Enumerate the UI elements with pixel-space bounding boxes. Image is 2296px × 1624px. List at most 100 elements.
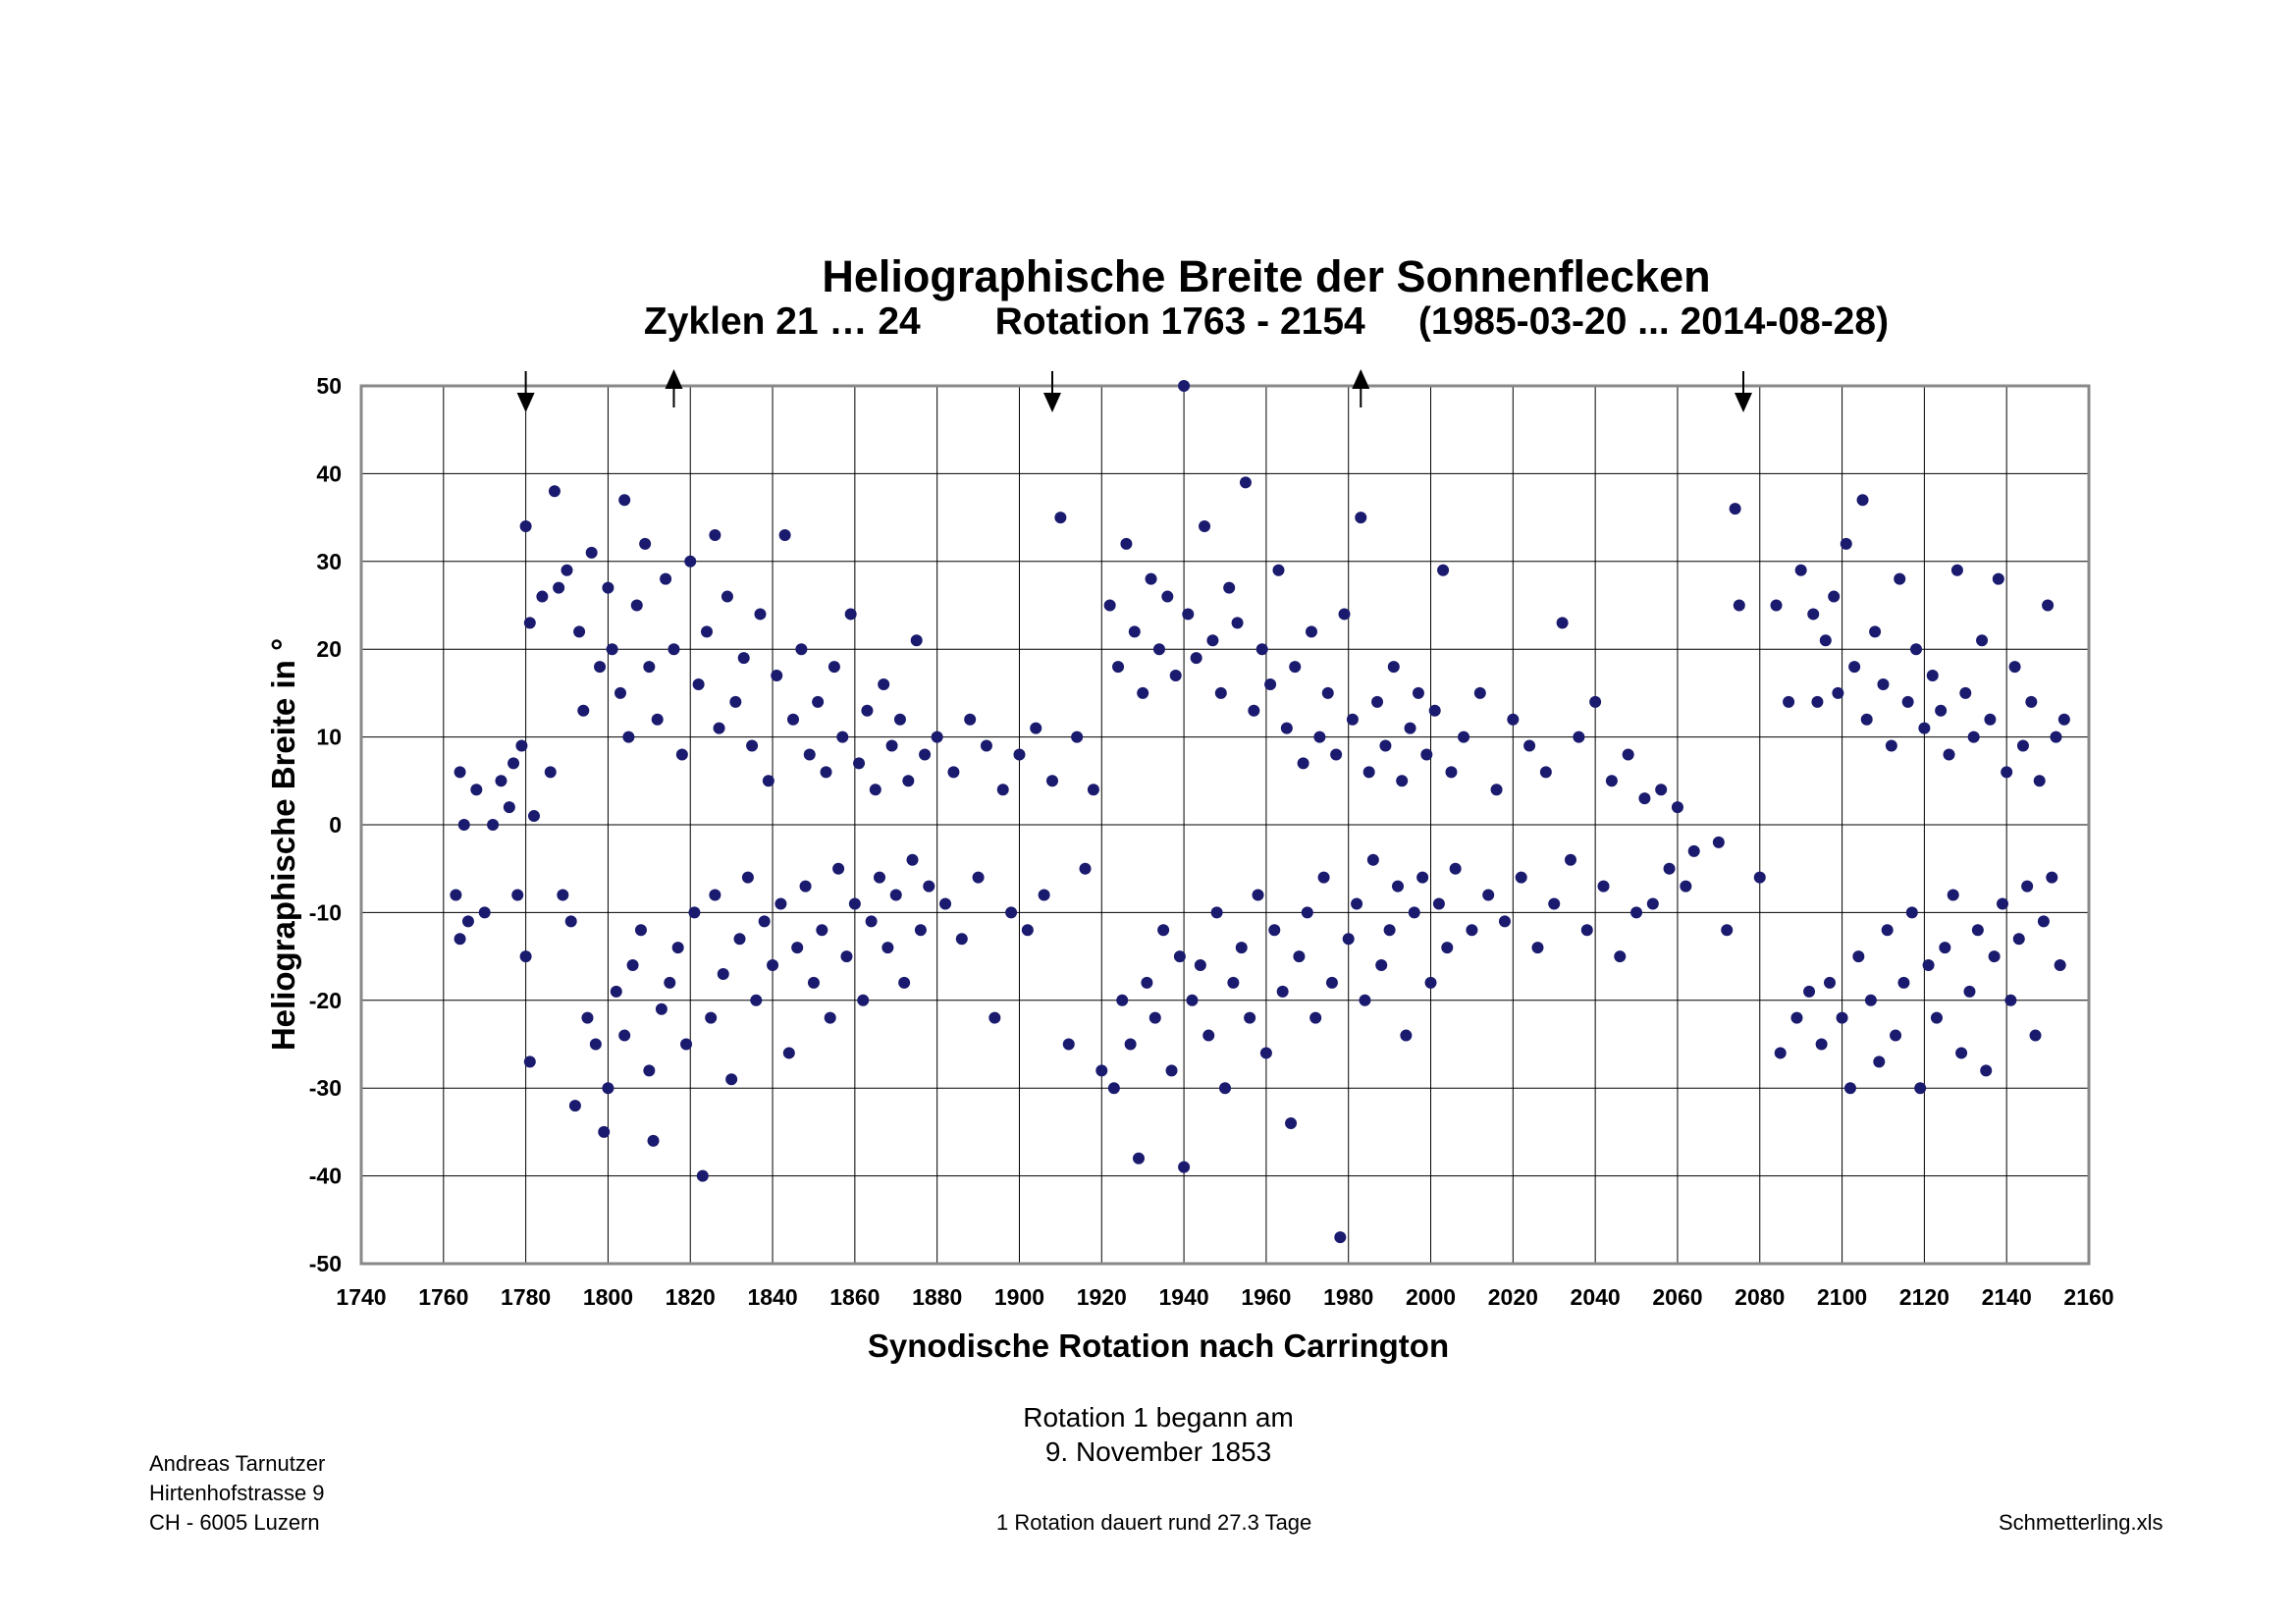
data-point bbox=[1589, 695, 1602, 708]
data-point bbox=[647, 1134, 660, 1147]
data-point bbox=[1272, 564, 1285, 576]
data-point bbox=[2033, 775, 2046, 787]
data-point bbox=[651, 713, 664, 726]
data-point bbox=[1680, 880, 1692, 893]
grid-lines bbox=[360, 385, 2090, 1265]
data-point bbox=[2008, 661, 2021, 674]
cycle-arrow-down bbox=[1043, 371, 1061, 412]
data-point bbox=[1087, 784, 1099, 796]
x-tick-label: 1840 bbox=[747, 1284, 797, 1310]
author-name: Andreas Tarnutzer bbox=[149, 1451, 326, 1476]
data-point bbox=[1869, 625, 1882, 638]
data-point bbox=[1424, 976, 1437, 989]
x-tick-label: 2040 bbox=[1571, 1284, 1621, 1310]
data-point bbox=[812, 695, 825, 708]
y-tick-label: -30 bbox=[309, 1075, 342, 1101]
data-point bbox=[2042, 599, 2055, 612]
data-point bbox=[684, 555, 697, 568]
data-point bbox=[824, 1011, 836, 1024]
data-point bbox=[1194, 959, 1206, 972]
data-point bbox=[1922, 959, 1935, 972]
data-point bbox=[1276, 985, 1289, 998]
data-point bbox=[795, 643, 808, 656]
data-point bbox=[1148, 1011, 1161, 1024]
data-point bbox=[1120, 537, 1133, 550]
x-tick-label: 1820 bbox=[666, 1284, 716, 1310]
data-point bbox=[737, 652, 750, 665]
x-tick-label: 2120 bbox=[1899, 1284, 1949, 1310]
data-point bbox=[1622, 748, 1634, 761]
data-point bbox=[889, 889, 902, 901]
data-point bbox=[1943, 748, 1955, 761]
data-point bbox=[1848, 661, 1861, 674]
data-point bbox=[1165, 1064, 1178, 1077]
data-point bbox=[1836, 1011, 1848, 1024]
data-point bbox=[972, 871, 985, 884]
data-point bbox=[1515, 871, 1527, 884]
data-point bbox=[1095, 1064, 1108, 1077]
x-tick-label: 2020 bbox=[1488, 1284, 1538, 1310]
data-point bbox=[1190, 652, 1202, 665]
data-point bbox=[1721, 924, 1734, 937]
data-point bbox=[1783, 695, 1795, 708]
data-point bbox=[515, 739, 528, 752]
data-point bbox=[906, 853, 919, 866]
y-tick-label: 30 bbox=[316, 549, 342, 574]
data-point bbox=[2029, 1029, 2042, 1042]
data-point bbox=[1223, 581, 1236, 594]
data-point bbox=[923, 880, 935, 893]
plot-frame bbox=[359, 384, 2091, 1266]
data-point bbox=[622, 731, 635, 743]
data-point bbox=[643, 661, 656, 674]
data-point bbox=[1614, 950, 1627, 963]
data-point bbox=[799, 880, 812, 893]
data-point bbox=[1297, 757, 1309, 770]
data-point bbox=[762, 775, 774, 787]
cycle-arrow-up bbox=[1352, 369, 1370, 407]
rotation-note-line2: 9. November 1853 bbox=[1044, 1436, 1272, 1467]
data-point bbox=[1178, 1161, 1191, 1173]
data-point bbox=[1980, 1064, 1993, 1077]
data-point bbox=[1939, 942, 1951, 954]
data-point bbox=[919, 748, 932, 761]
data-point bbox=[1351, 897, 1363, 910]
data-point bbox=[671, 942, 684, 954]
data-point bbox=[861, 704, 874, 717]
data-point bbox=[1432, 897, 1445, 910]
data-point bbox=[1202, 1029, 1215, 1042]
data-point bbox=[1523, 739, 1536, 752]
data-point bbox=[1580, 924, 1593, 937]
data-point bbox=[1959, 686, 1972, 699]
x-tick-label: 1860 bbox=[829, 1284, 880, 1310]
y-tick-label: 40 bbox=[316, 460, 342, 486]
data-point bbox=[1141, 976, 1153, 989]
data-point bbox=[741, 871, 754, 884]
data-point bbox=[1548, 897, 1561, 910]
data-point bbox=[614, 686, 626, 699]
data-point bbox=[1359, 994, 1371, 1006]
data-point bbox=[2046, 871, 2058, 884]
data-point bbox=[1338, 608, 1351, 621]
data-point bbox=[1173, 950, 1186, 963]
data-point bbox=[1244, 1011, 1256, 1024]
data-point bbox=[1790, 1011, 1803, 1024]
data-point bbox=[1021, 924, 1034, 937]
data-point bbox=[2001, 766, 2013, 779]
x-tick-label: 2060 bbox=[1652, 1284, 1702, 1310]
data-point bbox=[495, 775, 507, 787]
data-point bbox=[778, 528, 791, 541]
data-point bbox=[568, 1100, 581, 1112]
data-point bbox=[1997, 897, 2008, 910]
data-point bbox=[820, 766, 832, 779]
data-point bbox=[1852, 950, 1865, 963]
data-point bbox=[696, 1169, 709, 1182]
data-point bbox=[1325, 976, 1338, 989]
data-point bbox=[947, 766, 960, 779]
data-point bbox=[454, 933, 466, 946]
data-point bbox=[1967, 731, 1980, 743]
data-point bbox=[902, 775, 915, 787]
data-point bbox=[1630, 906, 1643, 919]
data-point bbox=[1317, 871, 1330, 884]
data-point bbox=[1992, 572, 2004, 585]
data-point bbox=[1655, 784, 1668, 796]
